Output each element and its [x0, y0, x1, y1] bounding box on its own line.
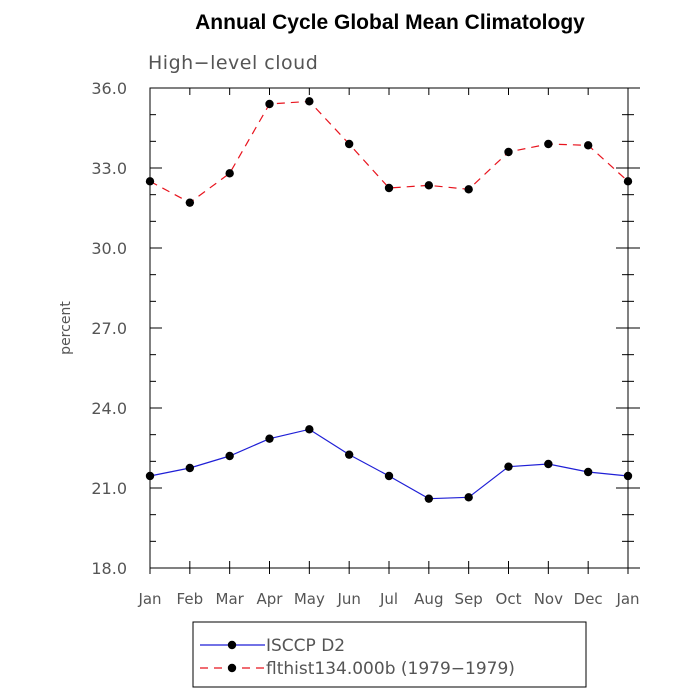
series-layer	[145, 97, 633, 503]
x-tick-label: Dec	[574, 590, 603, 608]
data-point	[504, 147, 513, 157]
chart-subtitle: High−level cloud	[148, 52, 318, 74]
x-tick-label: Aug	[414, 590, 443, 608]
y-tick-label: 30.0	[91, 239, 127, 258]
x-tick-label: Jun	[336, 590, 360, 608]
x-tick-label: Jul	[379, 590, 398, 608]
x-tick-label: Sep	[455, 590, 483, 608]
x-tick-label: Nov	[534, 590, 563, 608]
y-tick-label: 27.0	[91, 319, 127, 338]
x-tick-label: Mar	[216, 590, 245, 608]
data-point	[145, 177, 155, 186]
data-point	[344, 139, 354, 149]
legend-label: flthist134.000b (1979−1979)	[266, 659, 515, 679]
y-tick-label: 24.0	[91, 399, 127, 418]
data-point	[384, 471, 394, 481]
data-point	[623, 177, 633, 186]
data-point	[504, 462, 513, 471]
data-point	[464, 493, 473, 502]
legend-label: ISCCP D2	[266, 636, 345, 656]
data-point	[225, 169, 234, 178]
x-tick-label: Feb	[177, 590, 204, 608]
data-point	[305, 97, 314, 106]
x-tick-label: Apr	[257, 590, 284, 608]
y-tick-label: 33.0	[91, 159, 127, 178]
data-point	[424, 181, 434, 190]
x-tick-label: Oct	[496, 590, 522, 608]
data-point	[544, 139, 553, 149]
data-point	[583, 141, 593, 150]
x-tick-label: May	[294, 590, 325, 608]
y-tick-label: 21.0	[91, 479, 127, 498]
x-tick-label: Jan	[137, 590, 161, 608]
data-point	[583, 467, 593, 477]
data-point	[424, 494, 434, 503]
data-point	[623, 471, 633, 481]
chart-title: Annual Cycle Global Mean Climatology	[195, 11, 585, 34]
data-point	[464, 185, 473, 194]
legend: ISCCP D2 flthist134.000b (1979−1979)	[200, 636, 515, 679]
plot-frame	[149, 87, 629, 569]
data-point	[185, 463, 195, 473]
y-axis-label: percent	[58, 301, 74, 355]
data-point	[265, 434, 274, 443]
data-point	[384, 183, 394, 193]
data-point	[185, 198, 195, 207]
legend-marker	[227, 663, 237, 673]
data-point	[265, 99, 274, 109]
legend-marker	[227, 640, 237, 650]
data-point	[344, 450, 354, 459]
y-tick-label: 18.0	[91, 559, 127, 578]
y-tick-label: 36.0	[91, 79, 127, 98]
series-line	[149, 428, 629, 500]
axis-ticks: Jan Feb Mar Apr May Jun Jul Aug Sep Oct Nov Dec Jan 1…	[91, 79, 640, 608]
data-point	[225, 451, 234, 461]
data-point	[305, 425, 314, 434]
data-point	[544, 459, 553, 469]
data-point	[145, 471, 155, 481]
x-tick-label: Jan	[615, 590, 639, 608]
legend-box	[192, 621, 587, 688]
